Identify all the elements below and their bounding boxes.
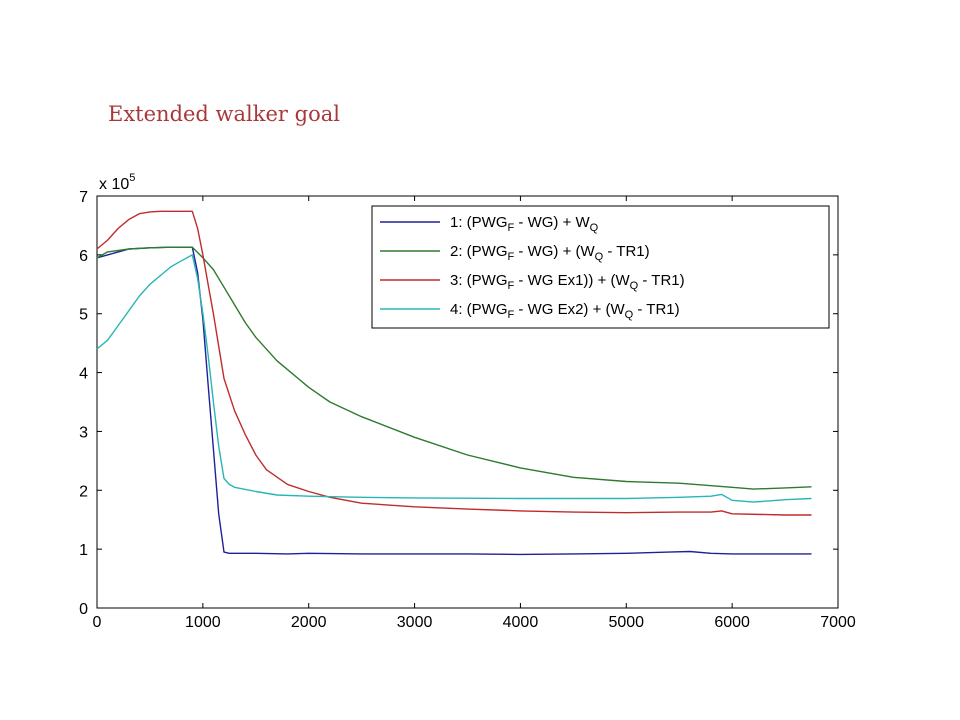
y-tick-label: 6 [79,248,88,265]
series-line-3 [96,210,812,516]
legend-box [371,205,830,329]
slide-title: Extended walker goal [108,102,340,126]
y-tick-label: 1 [79,542,88,559]
x-tick-label: 6000 [714,614,750,631]
y-tick-label: 3 [79,424,88,441]
plot-frame [96,195,839,609]
legend-label-1: 1: (PWGF - WG) + WQ [450,214,599,234]
y-tick-label: 5 [79,307,88,324]
x-tick-label: 4000 [503,614,539,631]
y-tick-label: 7 [79,189,88,206]
legend: 1: (PWGF - WG) + WQ 2: (PWGF - WG) + (WQ … [371,205,830,329]
y-tick-label: 0 [79,601,88,618]
x-tick-label: 5000 [608,614,644,631]
x-tick-label: 2000 [291,614,327,631]
series-lines [96,210,812,556]
legend-label-4: 4: (PWGF - WG Ex2) + (WQ - TR1) [450,301,680,321]
x-tick-label: 7000 [820,614,856,631]
y-multiplier-label: x 105 [99,172,135,193]
series-line-2 [96,246,812,490]
legend-label-3: 3: (PWGF - WG Ex1)) + (WQ - TR1) [450,272,685,292]
y-tick-label: 2 [79,483,88,500]
legend-label-2: 2: (PWGF - WG) + (WQ - TR1) [450,243,650,263]
series-line-4 [96,254,812,503]
x-tick-label: 0 [93,614,102,631]
y-tick-label: 4 [79,366,88,383]
axes: 0 1000 2000 3000 4000 5000 6000 7000 0 1 2 3 4 5 6 7 x 1… [79,172,856,631]
x-tick-label: 3000 [397,614,433,631]
x-tick-label: 1000 [185,614,221,631]
